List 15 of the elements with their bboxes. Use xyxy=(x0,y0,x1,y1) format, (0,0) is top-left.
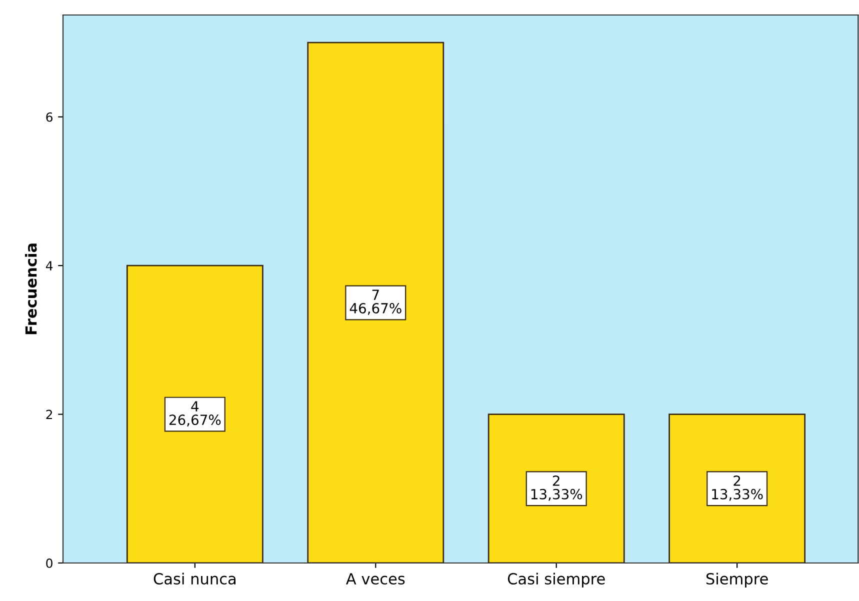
x-tick-label: Casi siempre xyxy=(508,572,605,588)
y-tick-label: 0 xyxy=(46,558,52,568)
y-tick-label: 6 xyxy=(46,112,52,122)
y-axis-title: Frecuencia xyxy=(24,244,37,334)
data-label: 2 13,33% xyxy=(712,475,763,501)
data-label: 2 13,33% xyxy=(531,475,582,501)
x-tick-label: A veces xyxy=(346,573,405,585)
bar xyxy=(126,264,264,563)
x-tick-label: Siempre xyxy=(706,572,768,588)
y-tick-label: 4 xyxy=(46,261,53,270)
bar xyxy=(307,42,444,563)
data-label: 4 26,67% xyxy=(169,401,221,426)
x-tick-label: Casi nunca xyxy=(154,572,236,585)
y-tick-label: 2 xyxy=(46,410,52,420)
data-label: 7 46,67% xyxy=(350,290,402,315)
